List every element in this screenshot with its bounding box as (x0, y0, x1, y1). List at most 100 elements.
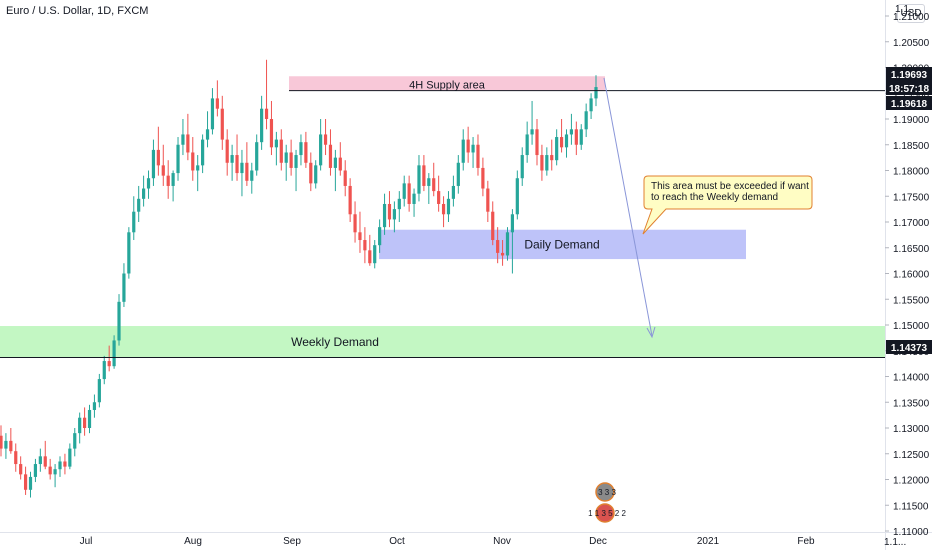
candle-body (392, 209, 396, 220)
candle-body (407, 183, 411, 204)
price-tick-label: 1.18500 (893, 141, 930, 152)
candle-body (520, 155, 524, 179)
price-tick-label: 1.13000 (893, 424, 930, 435)
candle-body (471, 144, 475, 153)
price-tick-label: 1.15000 (893, 321, 930, 332)
candle-body (87, 409, 92, 428)
event-badges[interactable]: 3 3 3 1 1 3 5 2 2 (588, 482, 626, 523)
candle-body (446, 198, 451, 215)
candle-body (191, 152, 195, 171)
candle-body (215, 98, 219, 109)
candle-body (82, 417, 87, 428)
candle-body (4, 440, 8, 449)
candle-body (279, 139, 283, 163)
price-tick-label: 1.12500 (893, 450, 930, 461)
time-tick-label: 2021 (697, 536, 720, 547)
candle-body (466, 139, 470, 153)
price-tick-label: 1.13500 (893, 398, 930, 409)
candle-body (166, 175, 170, 186)
candle-body (491, 211, 495, 241)
candle-body (43, 456, 47, 467)
candle-body (368, 250, 372, 264)
daily-demand-zone (379, 229, 746, 260)
price-tag-box (886, 67, 932, 81)
candle-body (28, 476, 33, 490)
candle-body (451, 185, 455, 199)
candle-body (97, 379, 101, 403)
price-tag-box (886, 81, 932, 95)
candle-body (564, 134, 569, 148)
price-tick-label: 1.19000 (893, 115, 930, 126)
candle-body (338, 157, 342, 171)
supply-zone-label: 4H Supply area (409, 79, 486, 91)
candle-body (314, 165, 318, 184)
candle-body (427, 178, 431, 186)
candle-body (196, 165, 200, 171)
candle-body (102, 361, 106, 380)
candle-body (417, 165, 421, 194)
candle-body (378, 227, 382, 246)
candle-body (142, 188, 146, 199)
candle-body (122, 273, 126, 302)
candle-body (68, 448, 72, 467)
candle-body (432, 178, 436, 192)
candle-body (461, 139, 465, 163)
price-tick-label: 1.17000 (893, 218, 930, 229)
candle-body (58, 461, 62, 470)
candle-body (132, 211, 136, 233)
candle-body (33, 464, 38, 477)
price-tag-label: 18:57:18 (889, 84, 929, 95)
price-tick-label: 1.21000 (893, 12, 930, 23)
price-axis-overflow-label: 1.1... (895, 4, 917, 15)
candle-body (437, 191, 441, 204)
candle-body (397, 198, 401, 210)
candle-body (161, 165, 165, 176)
note-text-line-2: to reach the Weekly demand (651, 192, 778, 203)
candle-body (92, 402, 97, 410)
currency-button[interactable]: USD (897, 4, 925, 23)
candle-body (348, 185, 352, 215)
candle-body (38, 456, 42, 465)
candle-body (48, 466, 52, 475)
candle-body (112, 340, 116, 367)
candle-body (589, 98, 593, 112)
candle-body (274, 139, 278, 148)
candle-body (264, 108, 269, 119)
candle-body (358, 232, 362, 241)
candle-body (299, 142, 303, 156)
candle-body (230, 155, 234, 163)
candle-body (422, 165, 426, 186)
candle-body (284, 152, 288, 163)
candle-body (107, 361, 111, 367)
candle-body (545, 155, 549, 171)
candle-body (387, 203, 392, 220)
candle-body (127, 232, 131, 274)
candle-body (250, 170, 254, 181)
candle-body (476, 144, 480, 168)
price-tick-label: 1.16500 (893, 244, 930, 255)
supply-zone (289, 76, 605, 91)
candle-body (584, 111, 588, 130)
candle-body (594, 87, 598, 99)
time-tick-label: Oct (389, 536, 405, 547)
candle-body (353, 214, 357, 233)
candle-body (171, 173, 175, 186)
candle-body (294, 155, 298, 168)
daily-demand-label: Daily Demand (524, 237, 599, 251)
candle-body (9, 440, 13, 452)
weekly-demand-label: Weekly Demand (291, 335, 379, 349)
candle-body (500, 252, 505, 256)
candle-body (240, 162, 244, 174)
candle-body (555, 137, 559, 161)
candle-body (14, 451, 18, 465)
time-axis[interactable]: Jul Aug Sep Oct Nov Dec 2021 Feb (80, 536, 815, 547)
candle-body (304, 142, 308, 163)
candle-body (53, 469, 57, 475)
candle-body (530, 129, 534, 135)
candle-body (220, 108, 224, 140)
candle-body (255, 142, 259, 171)
price-tick-label: 1.18000 (893, 167, 930, 178)
candle-body (456, 162, 460, 186)
candle-body (137, 198, 141, 212)
price-tag-label: 1.19618 (891, 99, 928, 110)
